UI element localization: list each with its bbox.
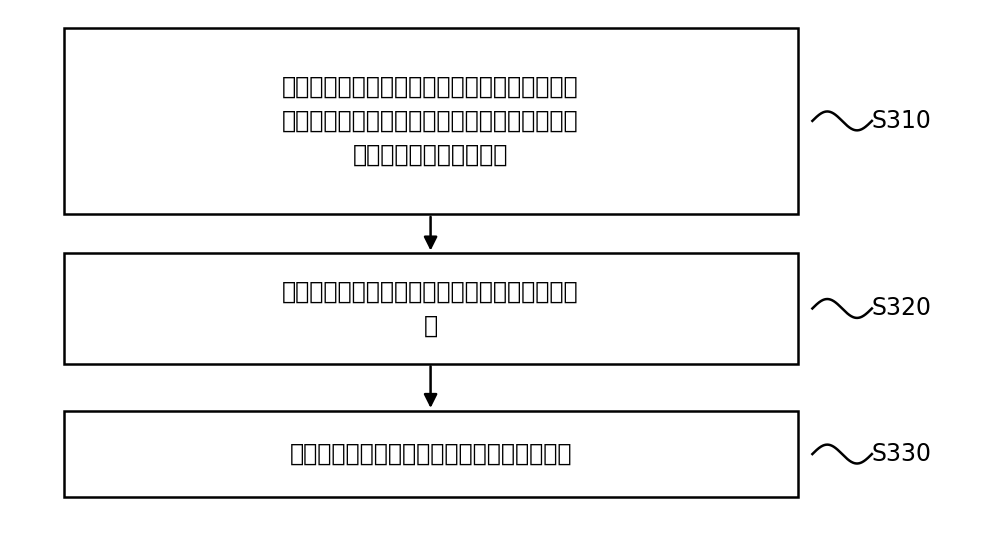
Text: 向调度设备发送调度申请信息，以使调度设备根: 向调度设备发送调度申请信息，以使调度设备根 — [282, 75, 579, 99]
Text: S310: S310 — [872, 109, 932, 133]
Bar — [64, 28, 798, 214]
Text: 接收调度设备发送的调度申请信息对应的调度指: 接收调度设备发送的调度申请信息对应的调度指 — [282, 279, 579, 303]
Bar — [64, 253, 798, 364]
Bar — [64, 411, 798, 497]
Text: 申请信息对应的调度指令: 申请信息对应的调度指令 — [353, 143, 508, 167]
Text: 据调度申请信息和电网的负荷调度需求确定调度: 据调度申请信息和电网的负荷调度需求确定调度 — [282, 109, 579, 133]
Text: 分析调度指令的指示，根据指示完成负荷调度: 分析调度指令的指示，根据指示完成负荷调度 — [289, 442, 572, 466]
Text: S330: S330 — [872, 442, 932, 466]
Text: 令: 令 — [424, 313, 438, 337]
Text: S320: S320 — [872, 296, 932, 320]
